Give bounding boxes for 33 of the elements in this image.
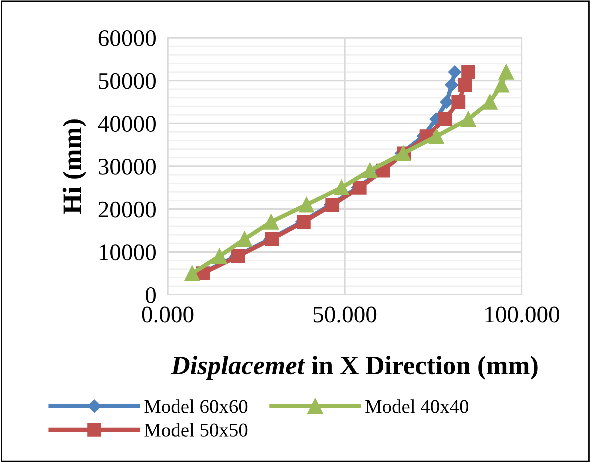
- point: [482, 94, 498, 110]
- point: [448, 66, 462, 79]
- point: [445, 78, 458, 92]
- legend-label: Model 40x40: [366, 400, 469, 414]
- y-tick-label: 40000: [98, 116, 156, 132]
- point: [429, 128, 444, 144]
- y-tick-label: 10000: [100, 244, 156, 261]
- point: [237, 232, 252, 247]
- point: [438, 112, 452, 126]
- legend-label: Model 60x60: [144, 400, 248, 414]
- x-tick-label: 0.000: [142, 306, 194, 323]
- point: [460, 112, 476, 128]
- y-axis-title: Hi (mm): [62, 120, 87, 214]
- y-tick-label: 60000: [98, 30, 156, 46]
- point: [462, 65, 476, 80]
- point: [452, 95, 466, 110]
- point: [498, 64, 514, 80]
- legend-label: Model 50x50: [144, 423, 248, 437]
- x-tick-label: 100.000: [486, 306, 560, 323]
- point: [458, 78, 472, 92]
- point: [264, 214, 280, 230]
- point: [299, 197, 314, 213]
- point: [212, 248, 228, 264]
- y-tick-label: 20000: [98, 202, 156, 218]
- point: [362, 163, 378, 178]
- point: [440, 96, 454, 109]
- x-axis-title: Displacemet in X Direction (mm): [171, 356, 538, 380]
- y-tick-label: 0: [146, 287, 156, 304]
- x-tick-label: 50.000: [314, 306, 377, 323]
- y-tick-label: 30000: [98, 158, 156, 175]
- point: [334, 180, 350, 196]
- point: [184, 266, 200, 282]
- y-tick-label: 50000: [99, 73, 156, 90]
